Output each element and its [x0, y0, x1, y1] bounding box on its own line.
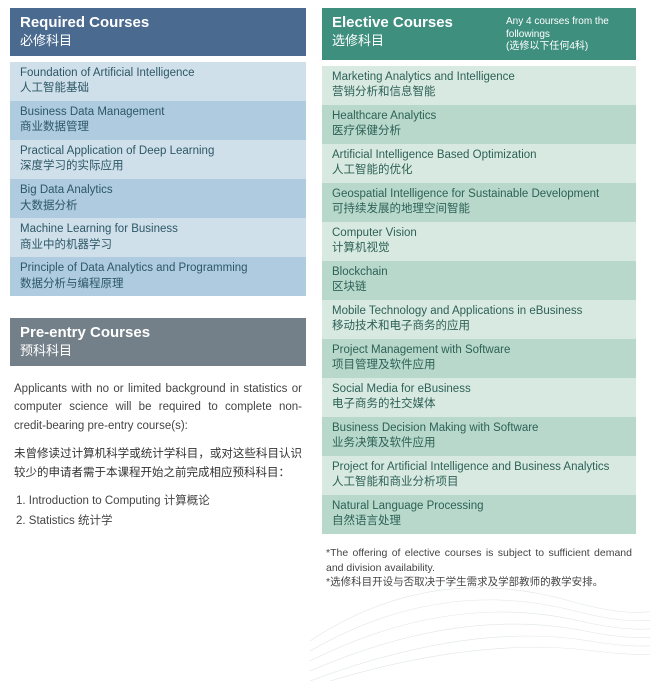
footnote-en: *The offering of elective courses is sub… [326, 547, 632, 574]
course-en: Artificial Intelligence Based Optimizati… [332, 149, 537, 161]
item-zh: 统计学 [78, 515, 113, 527]
elective-sub-en: Any 4 courses from the followings [506, 16, 609, 40]
course-en: Practical Application of Deep Learning [20, 145, 214, 157]
course-zh: 区块链 [332, 280, 626, 296]
preentry-text: Applicants with no or limited background… [10, 378, 306, 535]
preentry-header-titles: Pre-entry Courses 预科科目 [20, 324, 150, 360]
preentry-title-en: Pre-entry Courses [20, 324, 150, 342]
elective-course-item: Marketing Analytics and Intelligence 营销分… [322, 66, 636, 105]
course-zh: 电子商务的社交媒体 [332, 397, 626, 413]
preentry-para-en: Applicants with no or limited background… [14, 380, 302, 435]
course-zh: 商业中的机器学习 [20, 238, 296, 254]
elective-sub-zh: (选修以下任何4科) [506, 41, 588, 52]
course-en: Social Media for eBusiness [332, 383, 471, 395]
course-zh: 人工智能和商业分析项目 [332, 475, 626, 491]
course-zh: 移动技术和电子商务的应用 [332, 319, 626, 335]
elective-course-item: Geospatial Intelligence for Sustainable … [322, 183, 636, 222]
course-zh: 商业数据管理 [20, 120, 296, 136]
required-header-titles: Required Courses 必修科目 [20, 14, 149, 50]
elective-course-item: Business Decision Making with Software 业… [322, 417, 636, 456]
course-en: Computer Vision [332, 227, 417, 239]
course-en: Healthcare Analytics [332, 110, 436, 122]
elective-course-item: Natural Language Processing 自然语言处理 [322, 495, 636, 534]
elective-course-item: Computer Vision 计算机视觉 [322, 222, 636, 261]
elective-course-item: Project Management with Software 项目管理及软件… [322, 339, 636, 378]
course-en: Marketing Analytics and Intelligence [332, 71, 515, 83]
required-course-list: Foundation of Artificial Intelligence 人工… [10, 62, 306, 296]
preentry-para-zh: 未曾修读过计算机科学或统计学科目，或对这些科目认识较少的申请者需于本课程开始之前… [14, 445, 302, 482]
required-title-zh: 必修科目 [20, 33, 149, 50]
elective-header-titles: Elective Courses 选修科目 [332, 14, 453, 50]
elective-course-item: Social Media for eBusiness 电子商务的社交媒体 [322, 378, 636, 417]
course-zh: 人工智能基础 [20, 81, 296, 97]
course-zh: 营销分析和信息智能 [332, 85, 626, 101]
required-course-item: Principle of Data Analytics and Programm… [10, 257, 306, 296]
course-en: Principle of Data Analytics and Programm… [20, 262, 248, 274]
preentry-header: Pre-entry Courses 预科科目 [10, 318, 306, 366]
required-course-item: Foundation of Artificial Intelligence 人工… [10, 62, 306, 101]
course-zh: 自然语言处理 [332, 514, 626, 530]
course-en: Machine Learning for Business [20, 223, 178, 235]
course-zh: 数据分析与编程原理 [20, 277, 296, 293]
required-title-en: Required Courses [20, 14, 149, 32]
course-en: Business Data Management [20, 106, 164, 118]
course-zh: 人工智能的优化 [332, 163, 626, 179]
required-course-item: Big Data Analytics 大数据分析 [10, 179, 306, 218]
course-zh: 可持续发展的地理空间智能 [332, 202, 626, 218]
preentry-title-zh: 预科科目 [20, 343, 150, 360]
course-en: Business Decision Making with Software [332, 422, 538, 434]
course-en: Geospatial Intelligence for Sustainable … [332, 188, 599, 200]
item-zh: 计算概论 [164, 495, 210, 507]
elective-course-item: Blockchain 区块链 [322, 261, 636, 300]
preentry-item-list: 1. Introduction to Computing 计算概论 2. Sta… [14, 492, 302, 531]
page-container: Required Courses 必修科目 Foundation of Arti… [0, 0, 650, 600]
preentry-item: 2. Statistics 统计学 [16, 512, 302, 530]
course-zh: 大数据分析 [20, 199, 296, 215]
preentry-item: 1. Introduction to Computing 计算概论 [16, 492, 302, 510]
elective-course-item: Healthcare Analytics 医疗保健分析 [322, 105, 636, 144]
course-zh: 深度学习的实际应用 [20, 159, 296, 175]
required-course-item: Business Data Management 商业数据管理 [10, 101, 306, 140]
item-num: 1. [16, 495, 26, 507]
course-en: Mobile Technology and Applications in eB… [332, 305, 582, 317]
course-en: Project Management with Software [332, 344, 510, 356]
footnote-zh: *选修科目开设与否取决于学生需求及学部教师的教学安排。 [326, 576, 603, 588]
elective-title-en: Elective Courses [332, 14, 453, 32]
course-en: Big Data Analytics [20, 184, 113, 196]
item-en: Statistics [29, 515, 75, 527]
course-zh: 计算机视觉 [332, 241, 626, 257]
item-en: Introduction to Computing [29, 495, 161, 507]
course-zh: 业务决策及软件应用 [332, 436, 626, 452]
elective-title-zh: 选修科目 [332, 33, 453, 50]
elective-course-item: Mobile Technology and Applications in eB… [322, 300, 636, 339]
preentry-block: Pre-entry Courses 预科科目 Applicants with n… [10, 318, 306, 535]
right-column: Elective Courses 选修科目 Any 4 courses from… [322, 8, 636, 592]
elective-course-list: Marketing Analytics and Intelligence 营销分… [322, 66, 636, 534]
course-zh: 项目管理及软件应用 [332, 358, 626, 374]
required-header: Required Courses 必修科目 [10, 8, 306, 56]
elective-subtitle: Any 4 courses from the followings (选修以下任… [506, 14, 626, 54]
elective-footnote: *The offering of elective courses is sub… [322, 544, 636, 592]
elective-course-item: Project for Artificial Intelligence and … [322, 456, 636, 495]
course-zh: 医疗保健分析 [332, 124, 626, 140]
course-en: Project for Artificial Intelligence and … [332, 461, 609, 473]
required-course-item: Machine Learning for Business 商业中的机器学习 [10, 218, 306, 257]
elective-course-item: Artificial Intelligence Based Optimizati… [322, 144, 636, 183]
item-num: 2. [16, 515, 26, 527]
course-en: Blockchain [332, 266, 388, 278]
left-column: Required Courses 必修科目 Foundation of Arti… [10, 8, 306, 592]
course-en: Natural Language Processing [332, 500, 484, 512]
elective-header: Elective Courses 选修科目 Any 4 courses from… [322, 8, 636, 60]
course-en: Foundation of Artificial Intelligence [20, 67, 195, 79]
required-course-item: Practical Application of Deep Learning 深… [10, 140, 306, 179]
